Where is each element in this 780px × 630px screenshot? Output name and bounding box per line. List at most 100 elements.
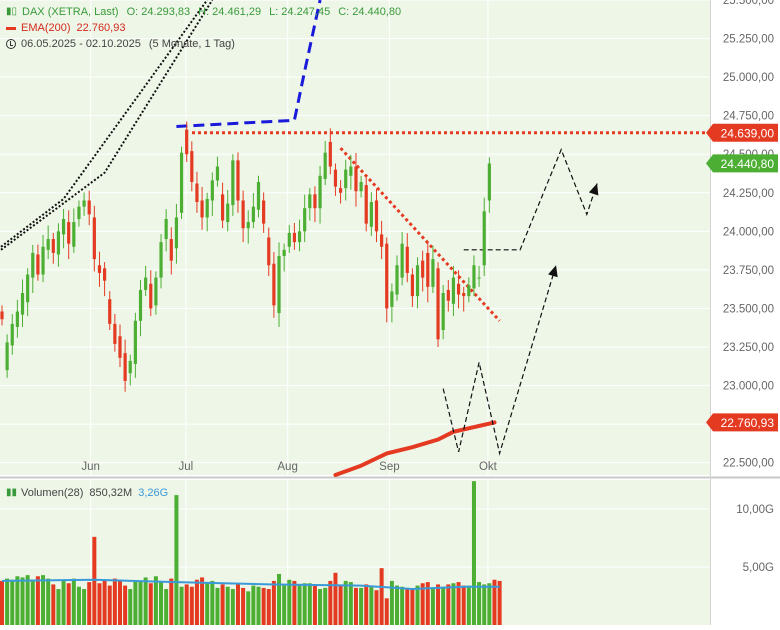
volume-bar — [492, 579, 497, 625]
candle-body — [164, 218, 168, 240]
candle-body — [359, 181, 363, 192]
candle-body — [97, 265, 102, 273]
candle-body — [20, 293, 25, 315]
volume-bar — [205, 583, 210, 625]
volume-value: 850,32M — [89, 487, 133, 499]
price-tick-label: 23.500,00 — [723, 303, 774, 315]
candle-body — [487, 163, 491, 201]
candle-body — [436, 268, 440, 340]
candle-body — [246, 222, 250, 229]
candle-body — [272, 263, 276, 306]
price-axis: 25.500,0025.250,0025.000,0024.750,0024.5… — [723, 0, 774, 574]
volume-bar — [10, 579, 15, 625]
volume-bar — [318, 589, 323, 625]
candle-body — [51, 239, 55, 253]
volume-bar — [0, 580, 4, 625]
time-tick-label: Jun — [81, 461, 100, 473]
price-tick-label: 23.000,00 — [723, 381, 774, 393]
volume-bar — [353, 587, 358, 625]
candle-body — [426, 252, 430, 287]
volume-bar — [461, 585, 466, 625]
volume-bar — [169, 578, 174, 625]
ema-legend: EMA(200) 22.760,93 — [6, 20, 401, 36]
volume-bar — [389, 580, 394, 625]
candle-body — [385, 243, 389, 309]
candle-body — [133, 320, 137, 364]
date-range: 06.05.2025 - 02.10.2025 — [21, 38, 141, 50]
volume-bar — [446, 584, 451, 625]
candle-body — [174, 217, 179, 249]
high-label: H: — [198, 6, 210, 18]
price-tag-label: 22.760,93 — [721, 416, 775, 430]
volume-bar — [395, 585, 400, 625]
volume-bar — [410, 589, 415, 625]
volume-bar — [364, 584, 369, 625]
volume-bar — [56, 589, 61, 625]
candle-body — [303, 208, 307, 232]
price-tick-label: 24.250,00 — [723, 188, 774, 200]
volume-bar — [107, 585, 112, 625]
candle-body — [344, 169, 348, 189]
open-value: 24.293,83 — [141, 6, 191, 18]
price-tick-label: 23.250,00 — [723, 342, 774, 354]
volume-bar — [343, 580, 348, 625]
low-value: 24.247,45 — [281, 6, 331, 18]
volume-bar — [25, 575, 30, 625]
candle-body — [364, 185, 368, 224]
volume-bar — [35, 576, 40, 625]
volume-bar — [123, 585, 128, 625]
price-tick-label: 25.250,00 — [723, 34, 774, 46]
volume-bar — [220, 584, 225, 625]
volume-bar — [261, 587, 266, 625]
close-label: C: — [338, 6, 350, 18]
candle-body — [241, 200, 245, 229]
candle-body — [328, 141, 332, 167]
price-tag: 22.760,93 — [706, 413, 778, 432]
ohlc-legend: ▮▯ DAX (XETRA, Last) O: 24.293,83 H: 24.… — [6, 4, 401, 20]
volume-bar — [369, 586, 374, 625]
candlestick-icon: ▮▯ — [6, 6, 18, 17]
candle-body — [374, 200, 379, 232]
candle-body — [308, 194, 312, 209]
volume-bar — [441, 586, 446, 625]
candle-body — [410, 274, 414, 297]
candle-body — [226, 203, 230, 223]
volume-bar — [41, 575, 46, 625]
projection-arrowhead — [588, 183, 599, 196]
volume-average: 3,26G — [138, 487, 169, 499]
volume-bar — [348, 582, 353, 625]
candle-body — [369, 202, 373, 227]
candle-body — [179, 152, 184, 213]
candle-body — [77, 206, 81, 219]
candle-body — [190, 151, 194, 182]
volume-bar — [66, 583, 71, 625]
candle-body — [287, 232, 291, 247]
candle-body — [154, 277, 158, 306]
candle-body — [400, 243, 404, 278]
open-label: O: — [126, 6, 139, 18]
candle-body — [395, 265, 399, 295]
price-tag: 24.440,80 — [706, 154, 778, 173]
candle-body — [236, 160, 240, 201]
candle-body — [456, 283, 461, 295]
volume-bar — [497, 580, 502, 625]
candle-body — [0, 311, 4, 320]
candle-body — [56, 231, 61, 255]
price-plot-background — [0, 0, 710, 475]
volume-bar — [61, 579, 66, 625]
volume-bar — [256, 586, 261, 625]
price-tags: 24.639,00 24.440,80 22.760,93 — [706, 123, 778, 432]
price-tag-shape — [706, 154, 778, 173]
price-tick-label: 24.000,00 — [723, 226, 774, 238]
ema-label: EMA(200) — [21, 22, 71, 34]
volume-bar — [482, 584, 487, 625]
price-tag-shape — [706, 123, 778, 142]
volume-bar — [230, 589, 235, 625]
chart-legend: ▮▯ DAX (XETRA, Last) O: 24.293,83 H: 24.… — [6, 4, 401, 52]
volume-bar — [384, 598, 389, 625]
volume-bar — [287, 579, 292, 625]
volume-bar — [359, 587, 364, 625]
candle-body — [123, 353, 127, 381]
volume-bar — [153, 576, 158, 625]
